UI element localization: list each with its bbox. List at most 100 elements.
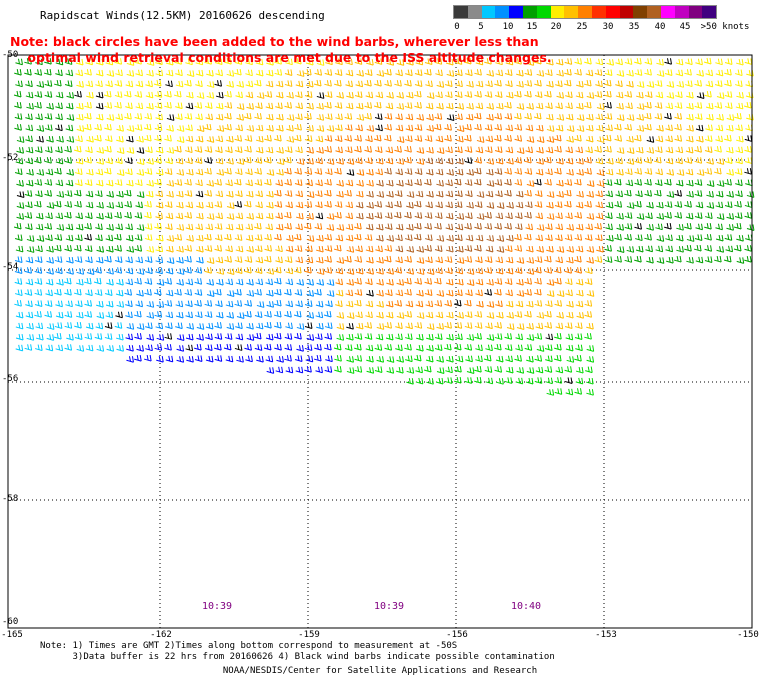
wind-barb bbox=[35, 212, 44, 220]
wind-barb bbox=[45, 234, 53, 242]
wind-barb bbox=[334, 355, 342, 362]
wind-barb bbox=[155, 168, 164, 176]
wind-barb bbox=[284, 102, 292, 109]
wind-barb bbox=[396, 136, 405, 143]
wind-barb bbox=[316, 279, 325, 286]
wind-barb bbox=[75, 69, 84, 77]
wind-barb bbox=[496, 235, 505, 242]
wind-barb bbox=[64, 201, 73, 208]
wind-barb bbox=[354, 299, 362, 307]
wind-barb bbox=[385, 311, 394, 319]
wind-barb bbox=[514, 234, 522, 241]
wind-barb bbox=[605, 223, 613, 231]
wind-barb bbox=[96, 312, 105, 319]
wind-barb bbox=[195, 58, 204, 66]
wind-barb bbox=[524, 168, 533, 175]
wind-barb bbox=[475, 146, 484, 154]
wind-barb bbox=[446, 70, 455, 77]
wind-barb bbox=[345, 212, 354, 220]
wind-barb bbox=[105, 179, 114, 187]
wind-barb bbox=[686, 91, 694, 99]
wind-barb bbox=[505, 80, 513, 88]
wind-barb bbox=[95, 168, 104, 176]
wind-barb bbox=[224, 168, 232, 175]
wind-barb bbox=[115, 113, 124, 121]
wind-barb bbox=[586, 345, 595, 352]
wind-barb bbox=[166, 191, 174, 198]
wind-barb bbox=[14, 113, 23, 120]
wind-barb bbox=[673, 255, 682, 263]
wind-barb bbox=[234, 146, 243, 153]
wind-barb bbox=[674, 190, 682, 197]
wind-barb bbox=[446, 235, 454, 242]
wind-barb bbox=[215, 146, 223, 154]
wind-barb bbox=[686, 114, 694, 121]
wind-barb bbox=[324, 179, 332, 186]
wind-barb bbox=[434, 113, 443, 120]
wind-barb bbox=[326, 158, 335, 165]
wind-barb bbox=[305, 355, 314, 363]
wind-barb bbox=[574, 388, 582, 395]
wind-barb bbox=[284, 80, 293, 87]
wind-barb bbox=[14, 69, 22, 76]
wind-barb bbox=[305, 80, 314, 88]
wind-barb bbox=[475, 58, 484, 66]
wind-barb bbox=[504, 113, 513, 120]
wind-barb bbox=[246, 323, 254, 330]
wind-barb bbox=[254, 267, 263, 274]
wind-barb bbox=[194, 267, 203, 274]
wind-barb bbox=[394, 300, 403, 307]
wind-barb bbox=[334, 212, 342, 219]
wind-barb bbox=[316, 103, 324, 110]
wind-barb bbox=[544, 366, 553, 373]
wind-barb bbox=[455, 168, 464, 176]
wind-barb bbox=[245, 69, 253, 77]
wind-barb bbox=[324, 69, 333, 76]
wind-barb bbox=[76, 81, 84, 88]
wind-barb bbox=[395, 223, 404, 231]
wind-barb bbox=[473, 112, 482, 120]
wind-barb bbox=[226, 202, 235, 209]
wind-barb bbox=[504, 344, 513, 351]
wind-barb bbox=[294, 124, 302, 131]
wind-barb bbox=[495, 300, 503, 308]
wind-barb bbox=[204, 311, 213, 318]
wind-barb bbox=[374, 113, 383, 121]
wind-barb bbox=[354, 256, 363, 263]
wind-barb bbox=[535, 322, 544, 330]
wind-barb bbox=[44, 124, 53, 132]
wind-barb bbox=[46, 257, 54, 264]
wind-barb bbox=[365, 300, 374, 308]
wind-barb bbox=[54, 234, 63, 241]
wind-barb bbox=[416, 114, 425, 121]
wind-barb bbox=[146, 246, 155, 253]
wind-barb bbox=[626, 147, 635, 154]
wind-barb bbox=[66, 92, 75, 99]
wind-barb bbox=[356, 212, 364, 220]
wind-barb bbox=[346, 356, 354, 363]
wind-barb bbox=[716, 213, 725, 220]
wind-barb bbox=[205, 201, 214, 209]
wind-barb bbox=[434, 344, 443, 351]
wind-barb bbox=[125, 234, 134, 242]
wind-barb bbox=[145, 146, 153, 154]
wind-barb bbox=[166, 257, 175, 264]
wind-barb bbox=[574, 135, 582, 142]
wind-barb bbox=[586, 191, 595, 198]
wind-barb bbox=[255, 322, 264, 330]
wind-barb bbox=[586, 389, 594, 396]
wind-barb bbox=[144, 223, 153, 230]
legend-label: 45 bbox=[679, 22, 691, 32]
wind-barb bbox=[345, 58, 353, 66]
wind-barb bbox=[185, 201, 194, 209]
wind-barb bbox=[404, 278, 412, 285]
wind-barb bbox=[265, 278, 274, 286]
wind-barb bbox=[675, 91, 683, 99]
wind-barb bbox=[336, 224, 345, 231]
wind-barb bbox=[665, 157, 674, 165]
wind-barb bbox=[125, 102, 133, 110]
wind-barb bbox=[306, 191, 315, 198]
wind-barb bbox=[744, 201, 753, 208]
wind-barb bbox=[606, 235, 614, 242]
wind-barb bbox=[74, 256, 83, 263]
